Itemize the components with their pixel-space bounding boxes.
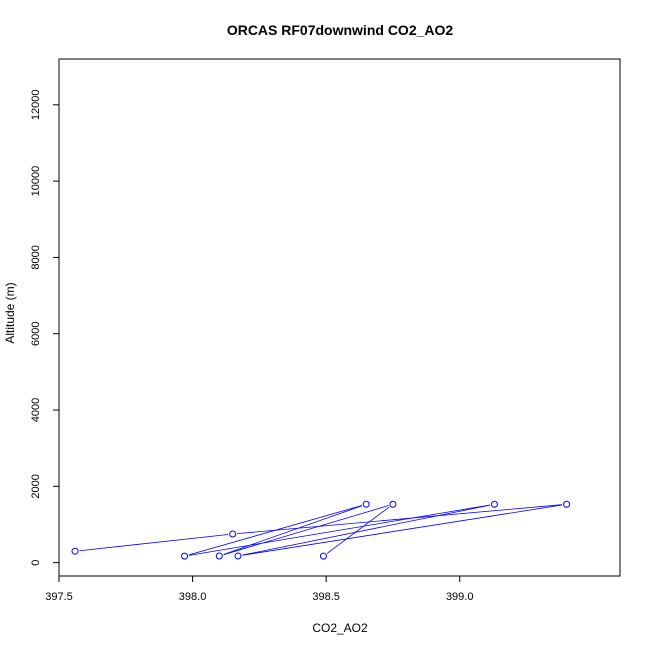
x-tick-label: 398.5: [312, 591, 340, 603]
data-point: [215, 552, 223, 560]
y-axis-label: Altitude (m): [3, 282, 17, 343]
y-axis: 0 2000 4000 6000 8000 10000 12000: [30, 89, 60, 566]
series-segment: [242, 504, 563, 556]
x-tick-label: 399.0: [446, 591, 474, 603]
data-point: [490, 500, 498, 508]
series-segment: [188, 505, 362, 556]
data-point: [319, 552, 327, 560]
chart-title: ORCAS RF07downwind CO2_AO2: [227, 22, 454, 38]
data-point: [362, 500, 370, 508]
x-axis: 397.5 398.0 398.5 399.0: [45, 575, 474, 603]
data-series: [71, 500, 571, 560]
y-tick-label: 12000: [30, 89, 42, 120]
y-tick-label: 6000: [30, 321, 42, 345]
data-point: [234, 552, 242, 560]
data-point: [229, 530, 237, 538]
x-tick-label: 398.0: [179, 591, 207, 603]
series-segment: [242, 504, 491, 556]
data-point: [563, 500, 571, 508]
data-point: [389, 500, 397, 508]
x-tick-label: 397.5: [45, 591, 73, 603]
series-segment: [223, 505, 389, 556]
y-tick-label: 10000: [30, 166, 42, 197]
data-point: [181, 552, 189, 560]
data-point: [71, 547, 79, 555]
series-segment: [79, 534, 229, 552]
y-tick-label: 8000: [30, 245, 42, 269]
series-segment: [326, 506, 390, 554]
y-tick-label: 0: [30, 560, 42, 566]
series-segment: [237, 504, 563, 535]
plot-frame: [58, 58, 621, 577]
series-segment: [188, 504, 491, 556]
series-segment: [223, 505, 363, 555]
y-tick-label: 2000: [30, 474, 42, 498]
x-axis-label: CO2_AO2: [312, 621, 368, 635]
y-tick-label: 4000: [30, 398, 42, 422]
